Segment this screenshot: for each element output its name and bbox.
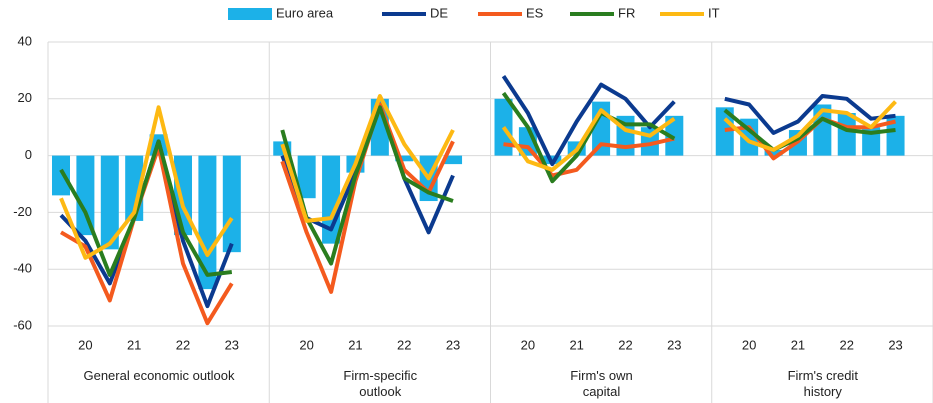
bar bbox=[886, 115, 905, 156]
y-tick-label: 20 bbox=[18, 90, 32, 105]
bar bbox=[665, 115, 684, 156]
group-label: Firm-specific outlook bbox=[343, 368, 418, 399]
legend-label: DE bbox=[430, 5, 448, 20]
x-tick-label: 22 bbox=[618, 337, 632, 352]
y-tick-label: -20 bbox=[13, 204, 32, 219]
line bbox=[723, 100, 897, 152]
legend-label: FR bbox=[618, 5, 635, 20]
x-tick-label: 21 bbox=[791, 337, 805, 352]
legend-label: Euro area bbox=[276, 5, 334, 20]
x-tick-label: 21 bbox=[569, 337, 583, 352]
bar bbox=[715, 107, 734, 156]
bar bbox=[76, 155, 95, 236]
line bbox=[280, 105, 454, 266]
line bbox=[501, 91, 676, 184]
x-tick-label: 21 bbox=[348, 337, 362, 352]
bar bbox=[837, 113, 856, 156]
line bbox=[724, 94, 896, 135]
x-tick-label: 23 bbox=[888, 337, 902, 352]
x-tick-label: 20 bbox=[521, 337, 535, 352]
group-label: Firm's credit history bbox=[787, 368, 858, 399]
legend-label: IT bbox=[708, 5, 720, 20]
bar bbox=[297, 155, 316, 199]
x-tick-label: 23 bbox=[446, 337, 460, 352]
line bbox=[59, 105, 234, 260]
x-tick-label: 22 bbox=[840, 337, 854, 352]
line bbox=[503, 136, 675, 178]
line bbox=[723, 108, 896, 152]
y-tick-label: 0 bbox=[25, 147, 32, 162]
legend-label: ES bbox=[526, 5, 544, 20]
bar bbox=[198, 155, 217, 290]
x-tick-label: 23 bbox=[225, 337, 239, 352]
bar bbox=[444, 155, 463, 165]
y-tick-label: -40 bbox=[13, 261, 32, 276]
x-tick-label: 20 bbox=[299, 337, 313, 352]
group-label: General economic outlook bbox=[83, 368, 235, 383]
y-tick-label: 40 bbox=[18, 33, 32, 48]
bar bbox=[764, 149, 783, 156]
x-tick-label: 23 bbox=[667, 337, 681, 352]
line bbox=[59, 139, 233, 277]
x-tick-label: 22 bbox=[397, 337, 411, 352]
x-tick-label: 20 bbox=[78, 337, 92, 352]
x-tick-label: 20 bbox=[742, 337, 756, 352]
bar bbox=[100, 155, 119, 250]
x-tick-label: 22 bbox=[176, 337, 190, 352]
legend-swatch bbox=[228, 8, 272, 20]
bar bbox=[395, 155, 414, 162]
line bbox=[280, 94, 455, 223]
bar bbox=[222, 155, 241, 253]
group-label: Firm's own capital bbox=[570, 368, 633, 399]
x-tick-label: 21 bbox=[127, 337, 141, 352]
bar bbox=[52, 155, 70, 196]
y-tick-label: -60 bbox=[13, 317, 32, 332]
line bbox=[501, 108, 676, 172]
